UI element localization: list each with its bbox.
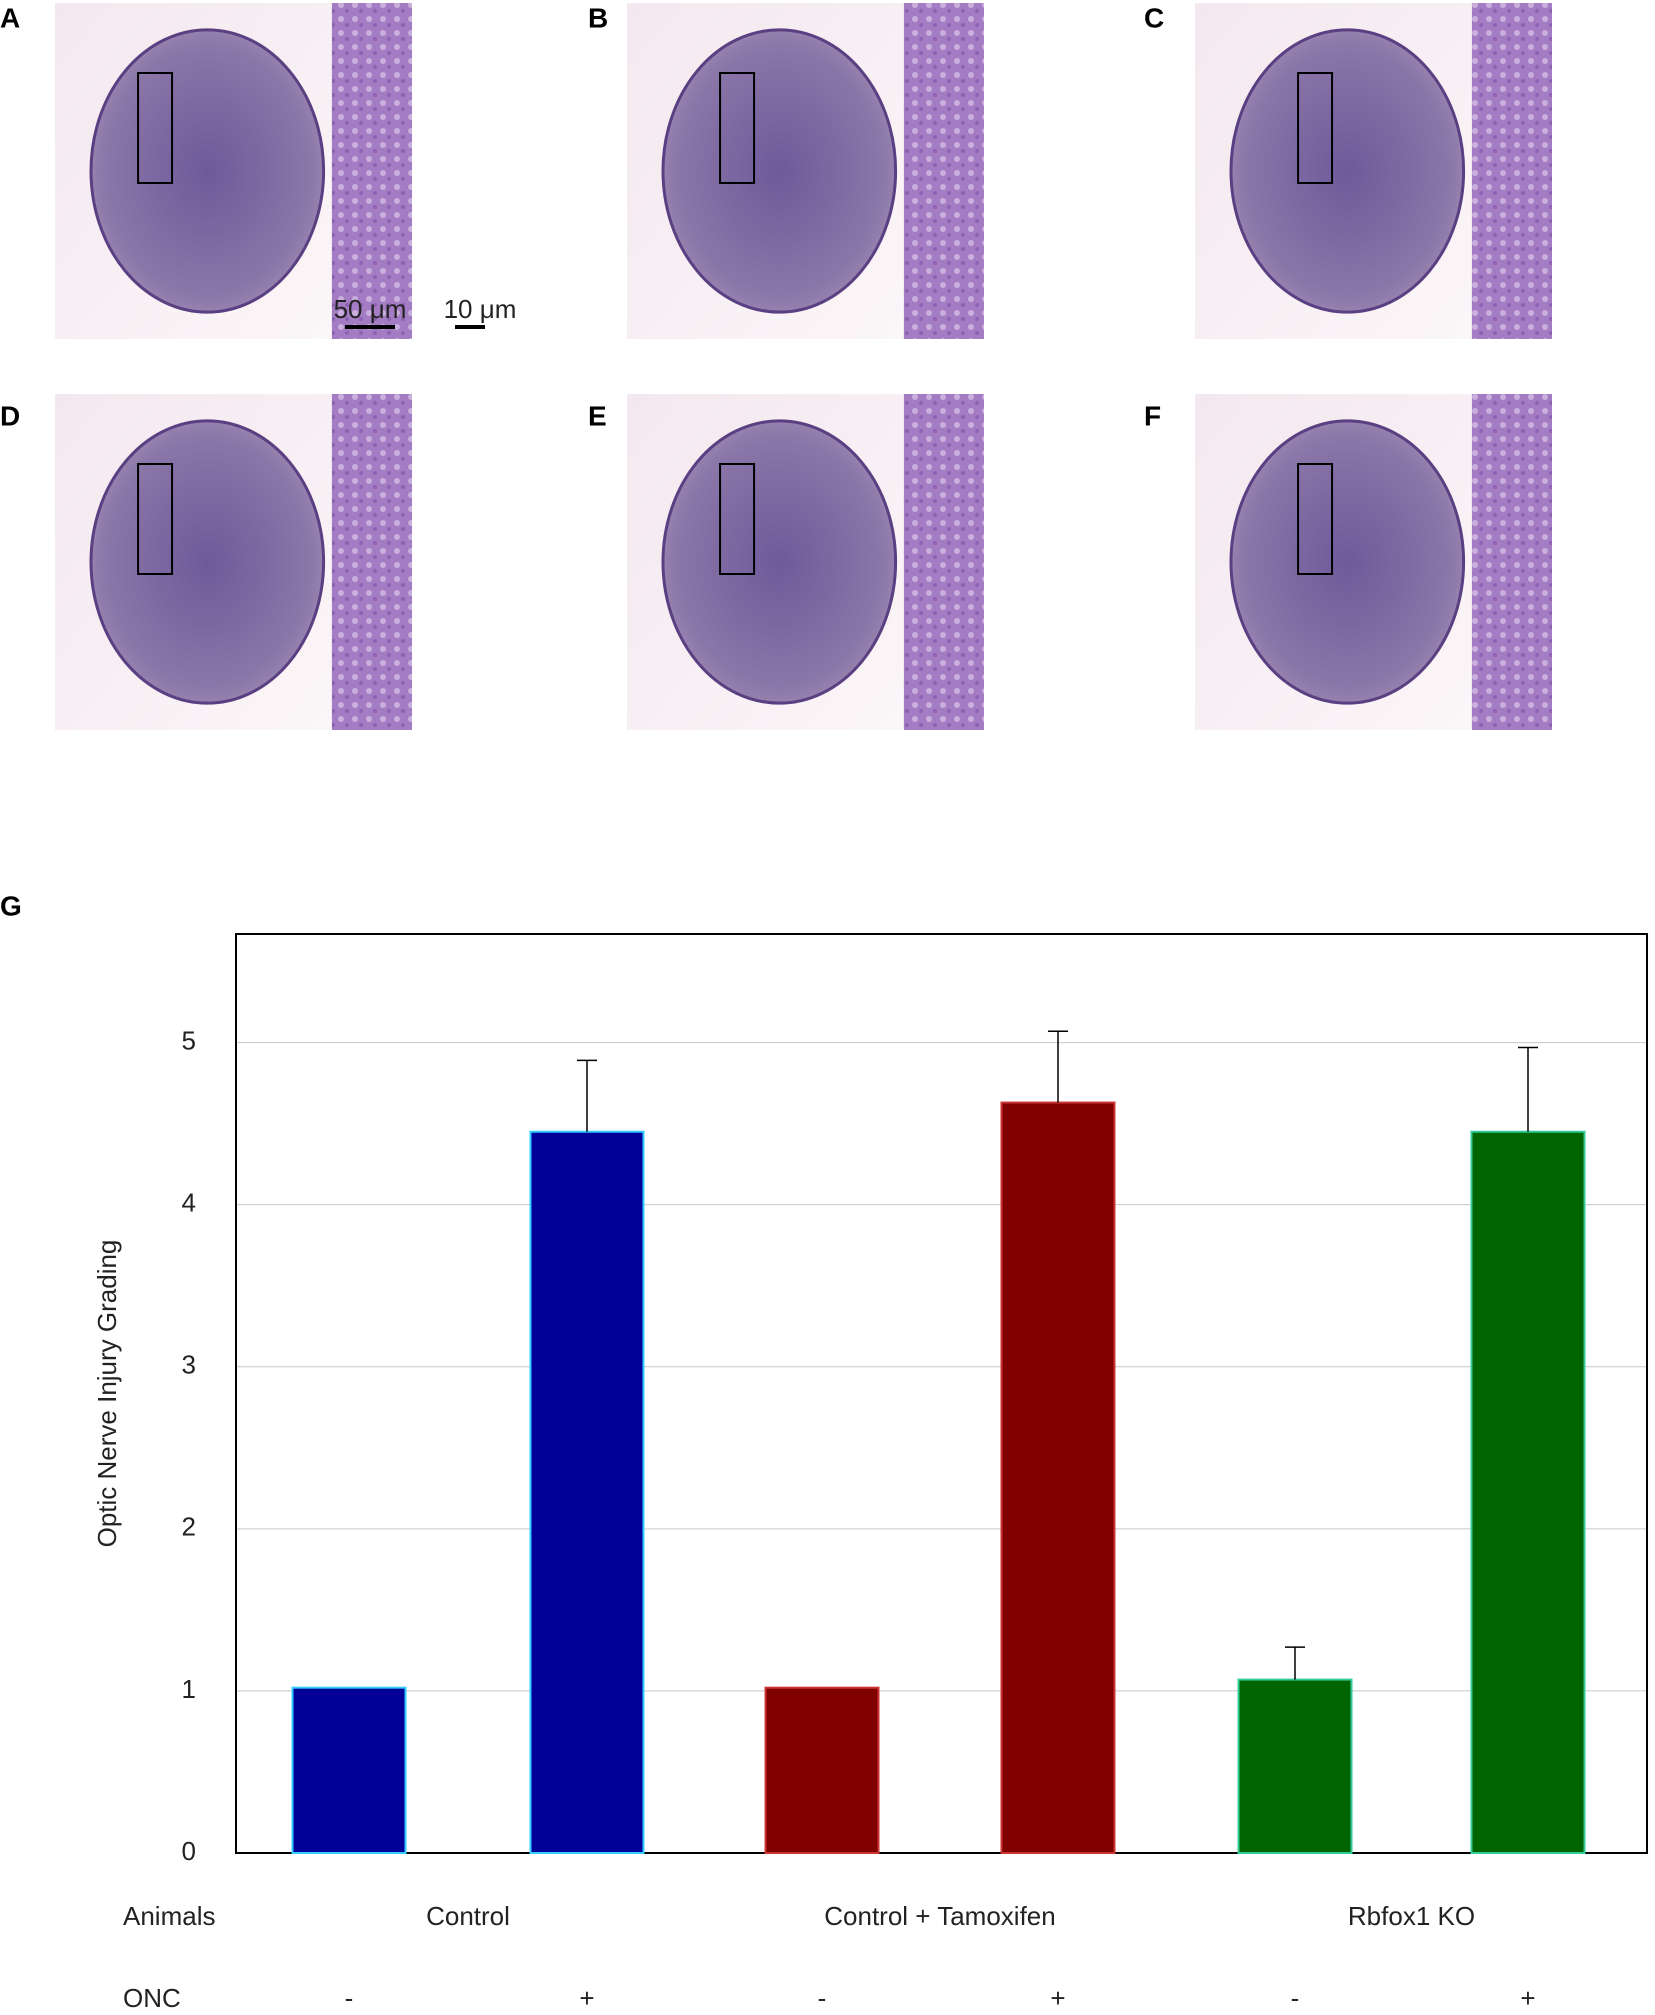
row-label: ONC xyxy=(123,1983,181,2013)
panel-label: A xyxy=(0,2,20,33)
inset-box xyxy=(1297,72,1334,184)
bar xyxy=(529,1130,645,1855)
scale-bar-label: 10 μm xyxy=(444,294,517,324)
y-tick-label: 3 xyxy=(182,1350,196,1380)
panel-label: E xyxy=(588,400,607,431)
x-tick-label: + xyxy=(579,1983,594,2013)
panel-label: D xyxy=(0,400,20,431)
panel-label: G xyxy=(0,890,22,921)
bar-chart: 0 1 2 3 4 5 Optic Nerve Injury Grading - + - + - + Co… xyxy=(92,933,1648,2013)
inset-image xyxy=(331,3,412,339)
error-bar xyxy=(1518,1046,1538,1132)
nerve-section xyxy=(661,28,898,314)
bar xyxy=(291,1686,407,1854)
micrographs: A 50 μm 10 μm B C D E F xyxy=(0,2,1552,730)
bar xyxy=(1000,1101,1116,1854)
inset-image xyxy=(903,394,984,730)
group-label: Control + Tamoxifen xyxy=(824,1901,1055,1931)
nerve-section xyxy=(1229,28,1466,314)
y-axis-title: Optic Nerve Injury Grading xyxy=(92,1240,122,1548)
x-tick-label: - xyxy=(345,1983,354,2013)
y-tick-label: 5 xyxy=(182,1025,196,1055)
nerve-section xyxy=(89,28,326,314)
scale-bar-label: 50 μm xyxy=(334,294,407,324)
bar xyxy=(1470,1130,1586,1855)
group-label: Rbfox1 KO xyxy=(1348,1901,1475,1931)
inset-box xyxy=(137,72,174,184)
nerve-section xyxy=(1229,419,1466,705)
scale-bar xyxy=(345,325,395,329)
x-tick-label: + xyxy=(1520,1983,1535,2013)
y-tick-label: 2 xyxy=(182,1512,196,1542)
plot-frame xyxy=(235,933,1648,1854)
panel-label: F xyxy=(1144,400,1161,431)
inset-image xyxy=(331,394,412,730)
inset-box xyxy=(719,463,756,575)
scale-bar xyxy=(455,325,485,329)
inset-box xyxy=(719,72,756,184)
y-tick-label: 0 xyxy=(182,1836,196,1866)
x-tick-label: + xyxy=(1050,1983,1065,2013)
error-bar xyxy=(577,1059,597,1132)
x-tick-label: - xyxy=(1291,1983,1300,2013)
error-bar xyxy=(1285,1646,1305,1680)
inset-box xyxy=(137,463,174,575)
inset-image xyxy=(1471,3,1552,339)
nerve-section xyxy=(661,419,898,705)
group-label: Control xyxy=(426,1901,510,1931)
nerve-section xyxy=(89,419,326,705)
row-label: Animals xyxy=(123,1901,215,1931)
bar xyxy=(764,1686,880,1854)
panel-label: C xyxy=(1144,2,1164,33)
bar xyxy=(1237,1678,1353,1855)
panel-label: B xyxy=(588,2,608,33)
x-tick-label: - xyxy=(818,1983,827,2013)
error-bar xyxy=(1048,1030,1068,1103)
inset-image xyxy=(903,3,984,339)
y-tick-label: 1 xyxy=(182,1674,196,1704)
y-tick-label: 4 xyxy=(182,1188,196,1218)
inset-image xyxy=(1471,394,1552,730)
inset-box xyxy=(1297,463,1334,575)
